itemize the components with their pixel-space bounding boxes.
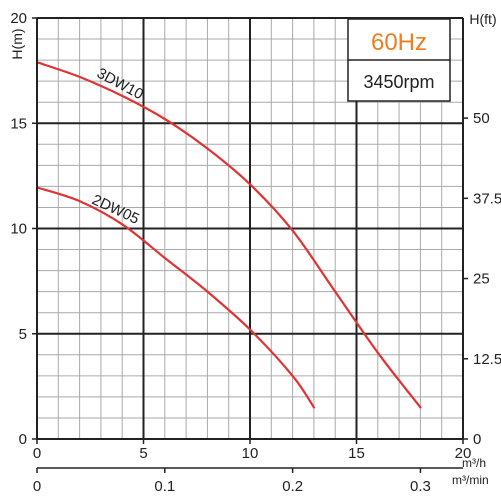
y2-tick-label: 12.5 bbox=[473, 351, 501, 368]
major-grid bbox=[37, 17, 463, 439]
series-label-3DW10: 3DW10 bbox=[94, 65, 146, 103]
x-tick-label: 20 bbox=[455, 445, 472, 462]
y2-tick-label: 37.5 bbox=[473, 190, 501, 207]
y-tick-label: 0 bbox=[19, 431, 27, 448]
x-tick-label: 15 bbox=[348, 445, 365, 462]
y2-tick-label: 50 bbox=[473, 110, 490, 127]
y2-tick-label: 25 bbox=[473, 271, 490, 288]
y2-axis-title: H(ft) bbox=[469, 11, 496, 27]
x2-axis-unit: m³/min bbox=[452, 473, 489, 487]
frequency-label: 60Hz bbox=[371, 29, 427, 56]
series-line-3DW10 bbox=[35, 61, 422, 409]
y-tick-label: 15 bbox=[10, 115, 27, 132]
series-label-2DW05: 2DW05 bbox=[89, 191, 142, 228]
x-tick-label: 5 bbox=[139, 445, 147, 462]
x-axis-unit: m³/h bbox=[462, 456, 486, 470]
y-tick-label: 20 bbox=[10, 10, 27, 27]
x-tick-label: 10 bbox=[242, 445, 259, 462]
x2-tick-label: 0 bbox=[33, 478, 41, 495]
x2-tick-label: 0.3 bbox=[410, 478, 431, 495]
y-axis-title: H(m) bbox=[9, 28, 25, 59]
y-tick-label: 5 bbox=[19, 326, 27, 343]
series-line-2DW05 bbox=[35, 186, 315, 409]
y-tick-label: 10 bbox=[10, 221, 27, 238]
x2-tick-label: 0.1 bbox=[154, 478, 175, 495]
y2-tick-label: 0 bbox=[473, 431, 481, 448]
speed-label: 3450rpm bbox=[363, 72, 434, 92]
x-tick-label: 0 bbox=[33, 445, 41, 462]
x2-tick-label: 0.2 bbox=[282, 478, 303, 495]
